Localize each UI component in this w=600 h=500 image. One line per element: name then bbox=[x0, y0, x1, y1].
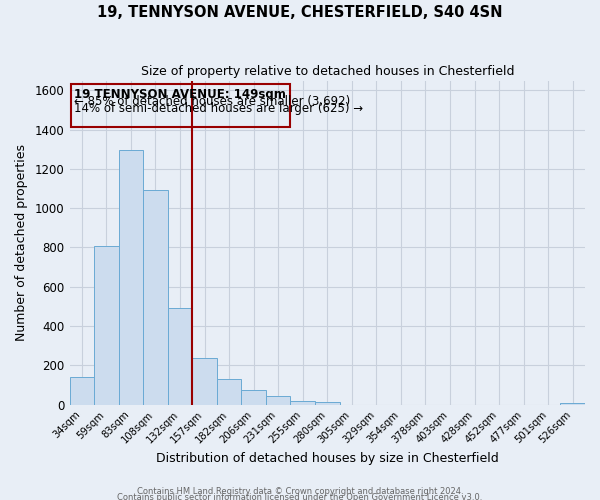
X-axis label: Distribution of detached houses by size in Chesterfield: Distribution of detached houses by size … bbox=[156, 452, 499, 465]
Bar bbox=[143, 190, 168, 404]
Bar bbox=[560, 402, 585, 404]
Bar bbox=[290, 400, 315, 404]
Bar bbox=[266, 396, 290, 404]
Bar bbox=[241, 390, 266, 404]
Text: 19, TENNYSON AVENUE, CHESTERFIELD, S40 4SN: 19, TENNYSON AVENUE, CHESTERFIELD, S40 4… bbox=[97, 5, 503, 20]
Text: 14% of semi-detached houses are larger (625) →: 14% of semi-detached houses are larger (… bbox=[74, 102, 364, 115]
Text: ← 85% of detached houses are smaller (3,692): ← 85% of detached houses are smaller (3,… bbox=[74, 96, 351, 108]
Bar bbox=[217, 379, 241, 404]
Text: Contains HM Land Registry data © Crown copyright and database right 2024.: Contains HM Land Registry data © Crown c… bbox=[137, 486, 463, 496]
Bar bbox=[119, 150, 143, 404]
Bar bbox=[315, 402, 340, 404]
Y-axis label: Number of detached properties: Number of detached properties bbox=[15, 144, 28, 341]
Text: Contains public sector information licensed under the Open Government Licence v3: Contains public sector information licen… bbox=[118, 492, 482, 500]
Title: Size of property relative to detached houses in Chesterfield: Size of property relative to detached ho… bbox=[140, 65, 514, 78]
Bar bbox=[192, 358, 217, 405]
Bar bbox=[70, 377, 94, 404]
Bar bbox=[94, 246, 119, 404]
Bar bbox=[168, 308, 192, 404]
Text: 19 TENNYSON AVENUE: 149sqm: 19 TENNYSON AVENUE: 149sqm bbox=[74, 88, 286, 102]
